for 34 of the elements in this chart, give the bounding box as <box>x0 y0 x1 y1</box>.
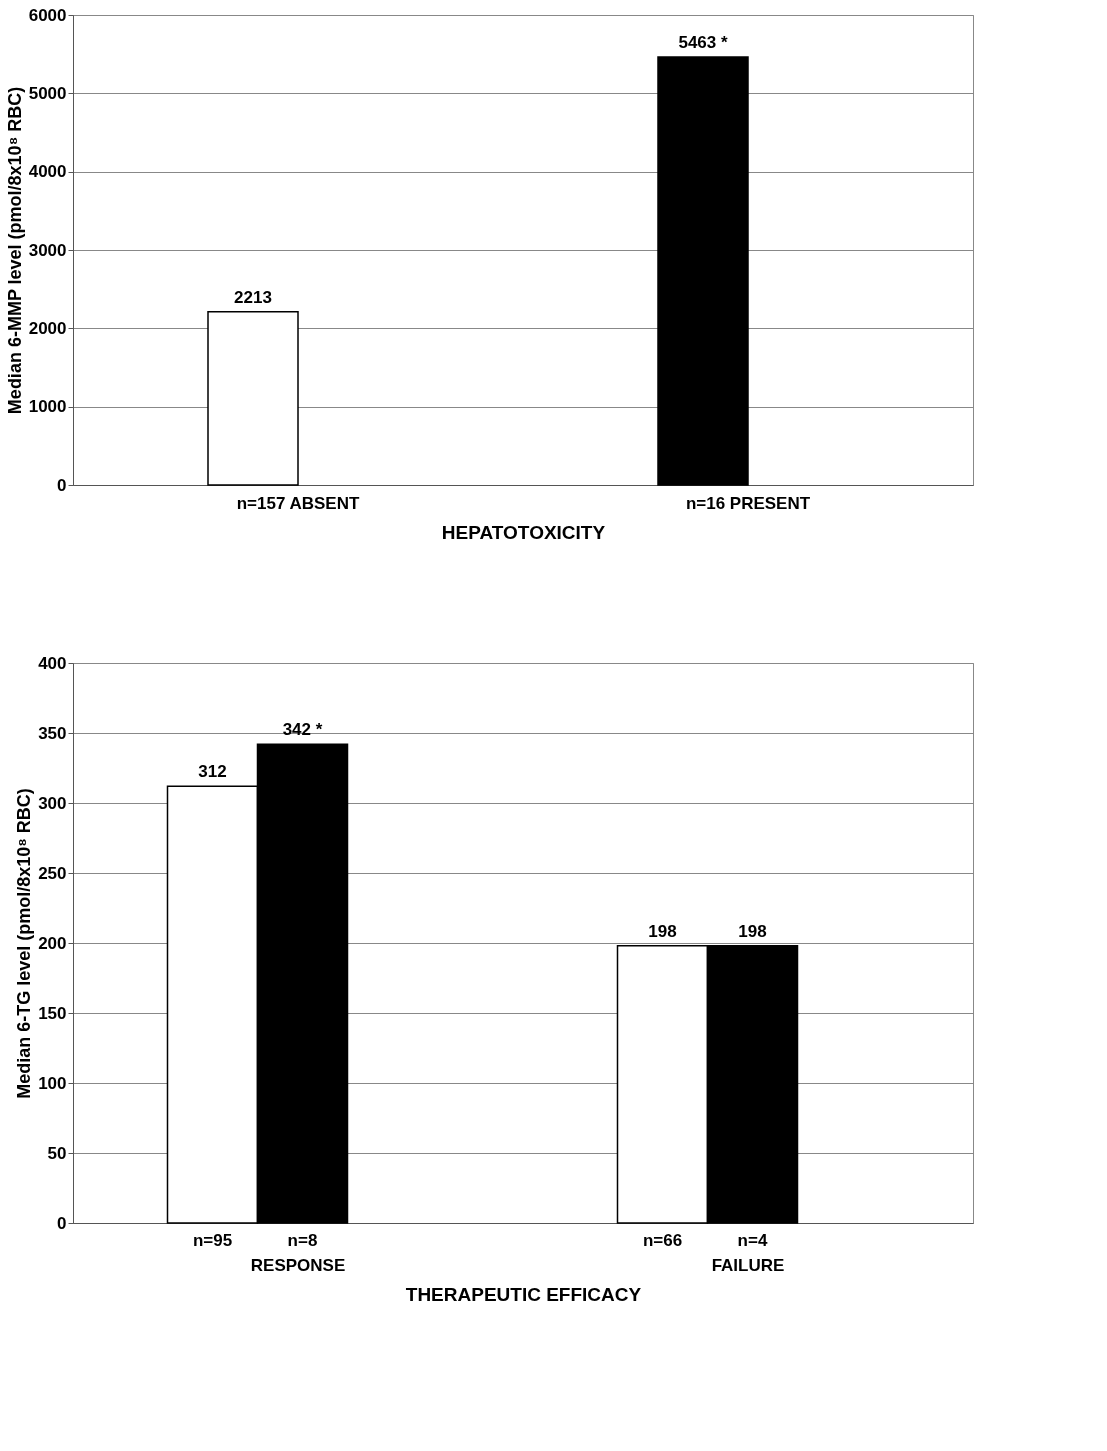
text: n=8 <box>287 1231 318 1250</box>
data-label: 2213 <box>234 287 272 307</box>
y-tick-label: 400 <box>38 653 67 673</box>
x-tick-label: FAILURE <box>711 1255 785 1275</box>
data-label: 342 * <box>282 720 323 740</box>
y-axis-title: Median 6-MMP level (pmol/8x10⁸ RBC) <box>4 86 25 415</box>
y-tick-label: 150 <box>38 1003 67 1023</box>
data-label: 198 <box>738 921 767 941</box>
y-tick-label: 3000 <box>28 240 67 260</box>
y-axis-title: Median 6-TG level (pmol/8x10⁸ RBC) <box>14 788 35 1099</box>
x-tick-label: n=157 ABSENT <box>236 493 360 513</box>
data-label: 198 <box>648 921 677 941</box>
x-axis-title: THERAPEUTIC EFFICACY <box>405 1283 642 1305</box>
text: n=95 <box>192 1231 233 1250</box>
data-label: 312 <box>198 762 227 782</box>
y-tick-label: 1000 <box>28 397 67 417</box>
y-tick-label: 250 <box>38 863 67 883</box>
x-axis-title: HEPATOTOXICITY <box>441 521 606 543</box>
x-tick-label: n=16 PRESENT <box>685 493 811 513</box>
y-tick-label: 50 <box>47 1143 67 1163</box>
y-tick-label: 5000 <box>28 83 67 103</box>
text: n=4 <box>737 1231 768 1250</box>
y-tick-label: 200 <box>38 933 67 953</box>
x-tick-label: RESPONSE <box>250 1255 346 1275</box>
y-tick-label: 2000 <box>28 318 67 338</box>
y-tick-label: 350 <box>38 723 67 743</box>
y-tick-label: 4000 <box>28 162 67 182</box>
y-tick-label: 6000 <box>28 5 67 25</box>
y-tick-label: 0 <box>57 1213 67 1233</box>
y-tick-label: 300 <box>38 793 67 813</box>
y-tick-label: 0 <box>57 475 67 495</box>
data-label: 5463 * <box>678 33 728 53</box>
y-tick-label: 100 <box>38 1073 67 1093</box>
text: n=66 <box>642 1231 683 1250</box>
